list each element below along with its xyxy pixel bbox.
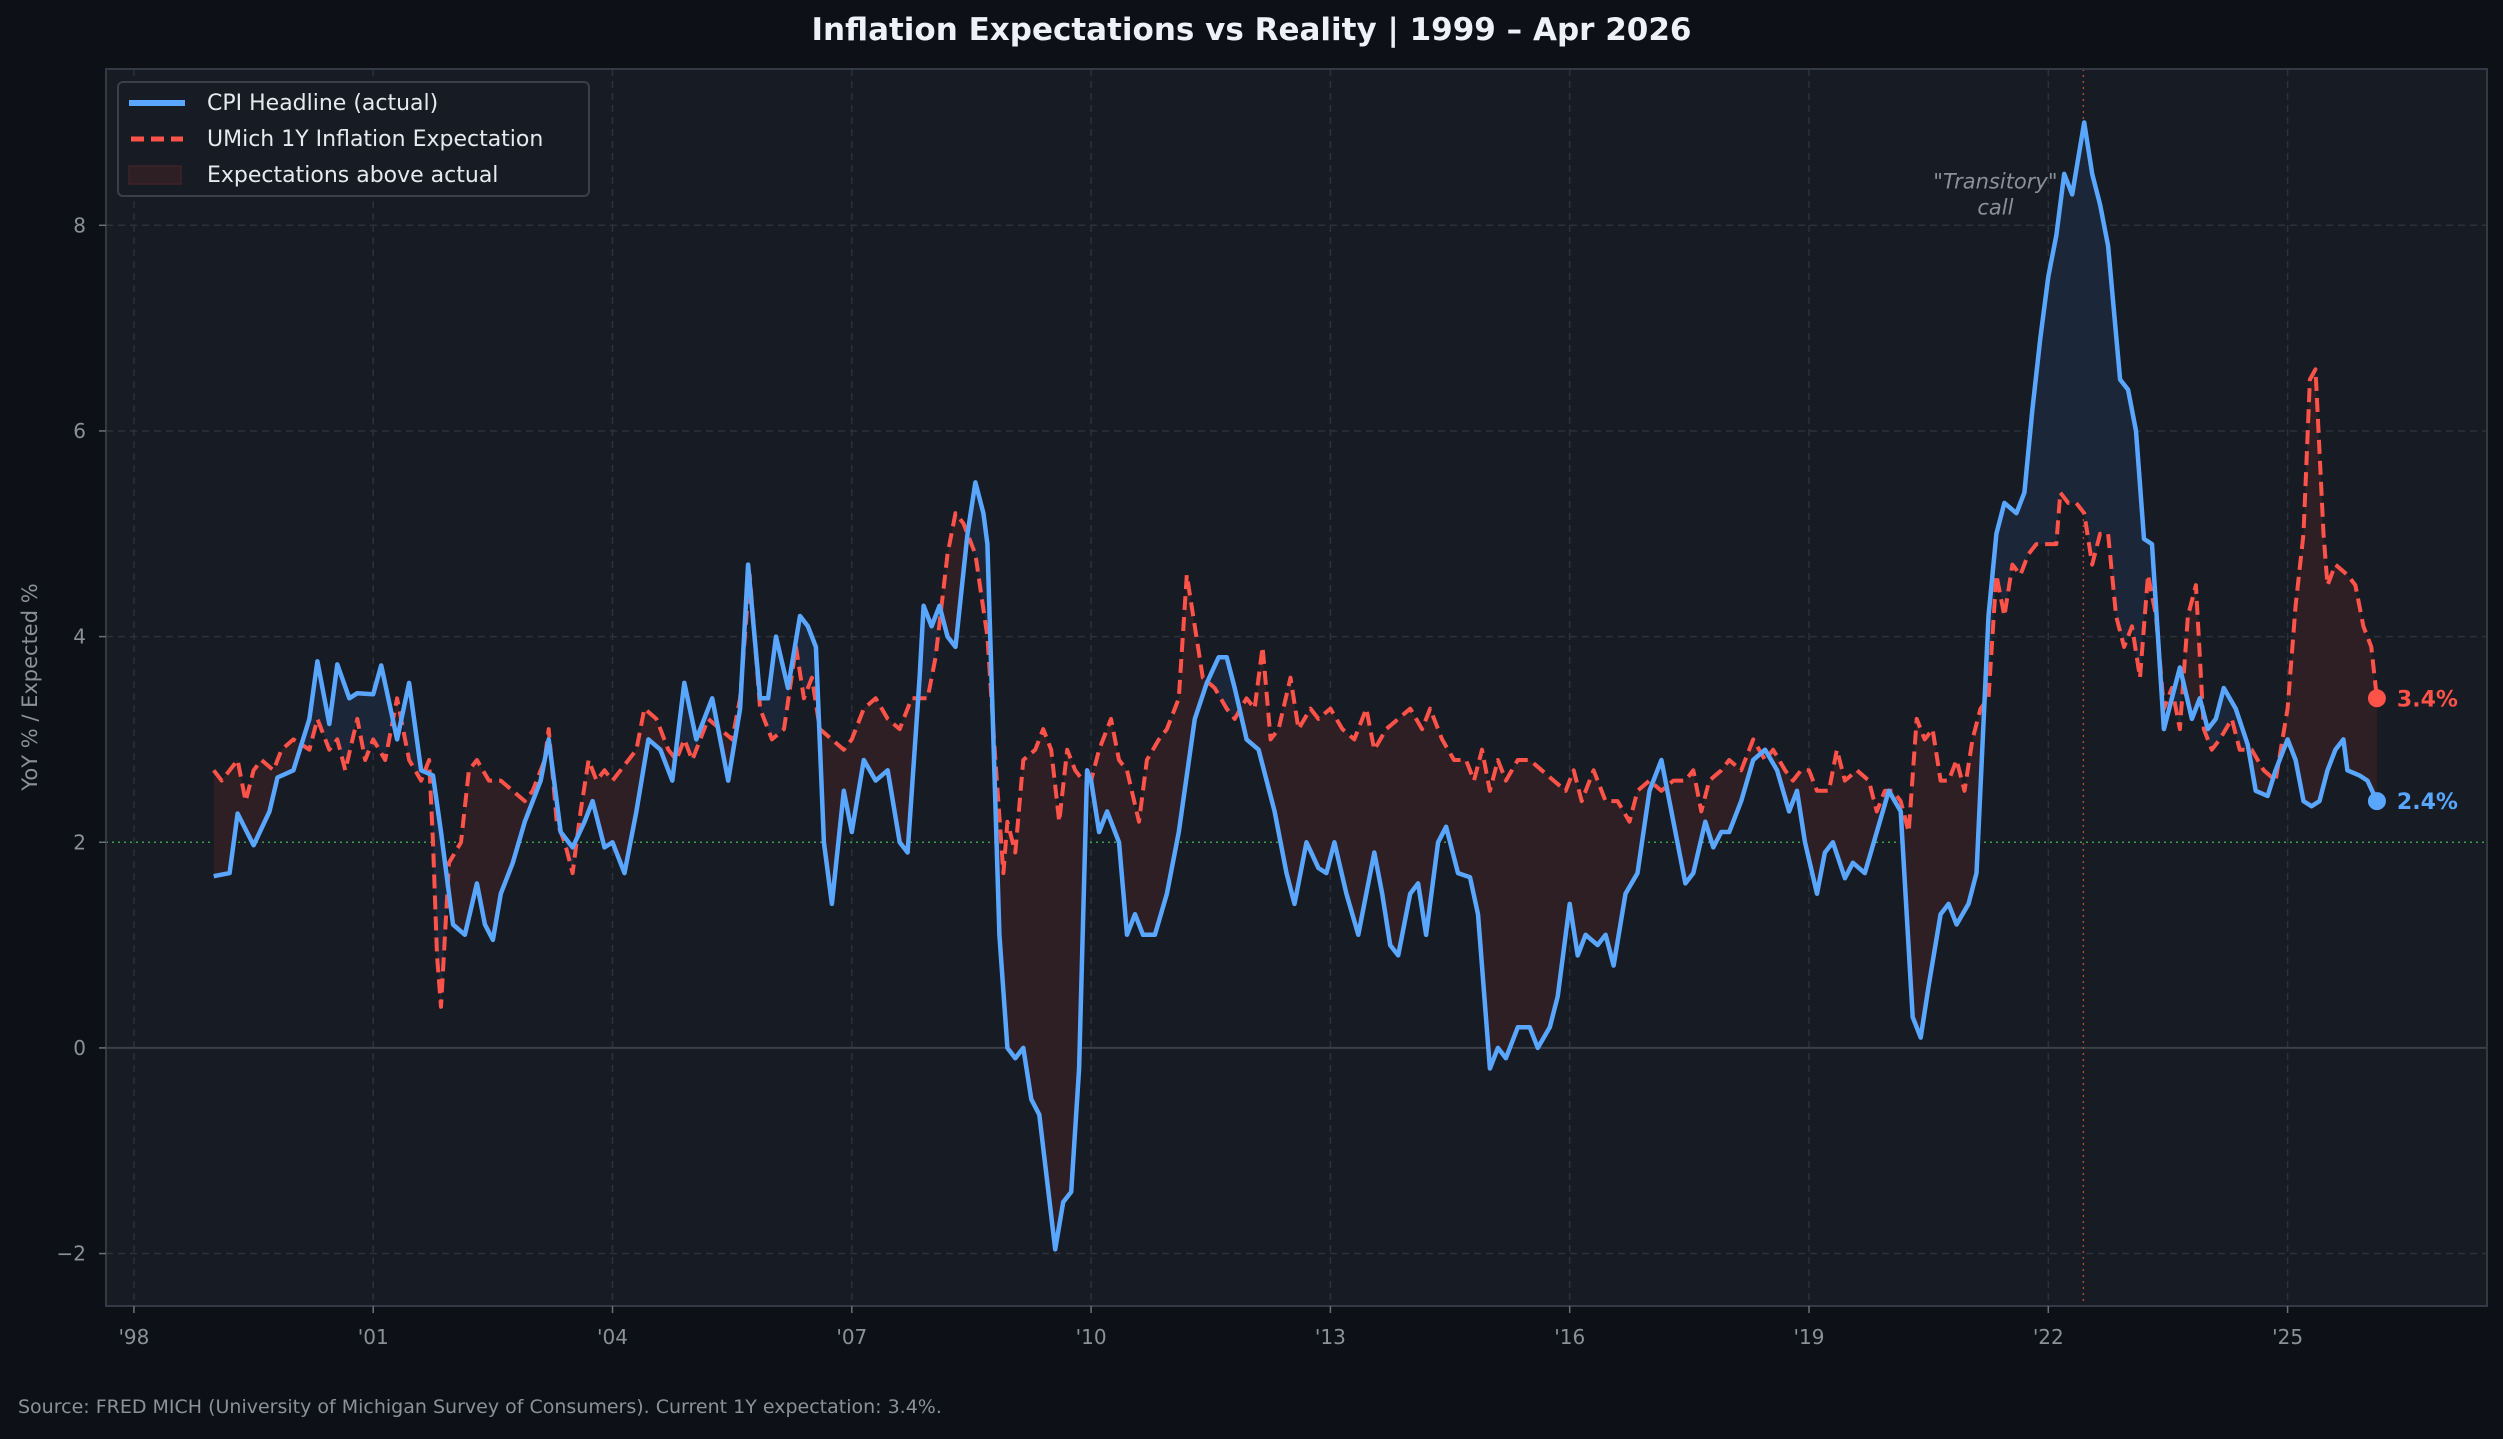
y-tick-label: −2 [57,1242,86,1266]
series-line-umich [212,367,2379,1009]
plot-area [106,69,2487,1306]
x-tick-label: '07 [836,1325,867,1349]
legend-item-fill: Expectations above actual [119,157,498,193]
x-tick-label: '13 [1315,1325,1346,1349]
legend-label-cpi: CPI Headline (actual) [207,90,439,116]
chart-title: Inflation Expectations vs Reality | 1999… [811,12,1692,48]
legend-item-umich: UMich 1Y Inflation Expectation [119,121,543,157]
y-tick-label: 8 [73,213,86,237]
plot-border [105,68,2488,1307]
end-label-umich: 3.4% [2397,687,2458,712]
axis-ticks: '98 '01 '04 '07 '10 '13 '16 '19 '22 '25 −2 0 2 4 6 8 [57,213,2304,1349]
y-tick-label: 4 [73,625,86,649]
x-tick-label: '98 [118,1325,149,1349]
series-line-cpi [213,120,2379,1252]
x-tick-label: '19 [1794,1325,1825,1349]
annotation-transitory-call: call [1977,195,2013,219]
legend-item-cpi: CPI Headline (actual) [119,85,438,121]
x-tick-label: '25 [2272,1325,2303,1349]
end-marker-umich [2367,689,2386,708]
y-axis-label: YoY % / Expected % [18,583,42,791]
y-tick-label: 0 [73,1036,86,1060]
legend-label-umich: UMich 1Y Inflation Expectation [207,126,544,152]
x-tick-label: '10 [1076,1325,1107,1349]
x-tick-label: '04 [597,1325,628,1349]
legend-swatch-fill [128,165,182,185]
x-tick-label: '22 [2033,1325,2064,1349]
legend: CPI Headline (actual) UMich 1Y Inflation… [117,81,590,197]
legend-label-fill: Expectations above actual [207,162,499,188]
x-tick-label: '01 [358,1325,389,1349]
source-note: Source: FRED MICH (University of Michiga… [18,1396,942,1418]
legend-swatch-umich [131,136,183,142]
x-tick-label: '16 [1554,1325,1585,1349]
y-tick-label: 2 [73,830,86,854]
y-tick-label: 6 [73,419,86,443]
end-label-cpi: 2.4% [2397,790,2458,815]
legend-swatch-cpi [129,100,185,106]
end-marker-cpi [2367,792,2386,811]
annotation-transitory: "Transitory" [1933,169,2057,193]
